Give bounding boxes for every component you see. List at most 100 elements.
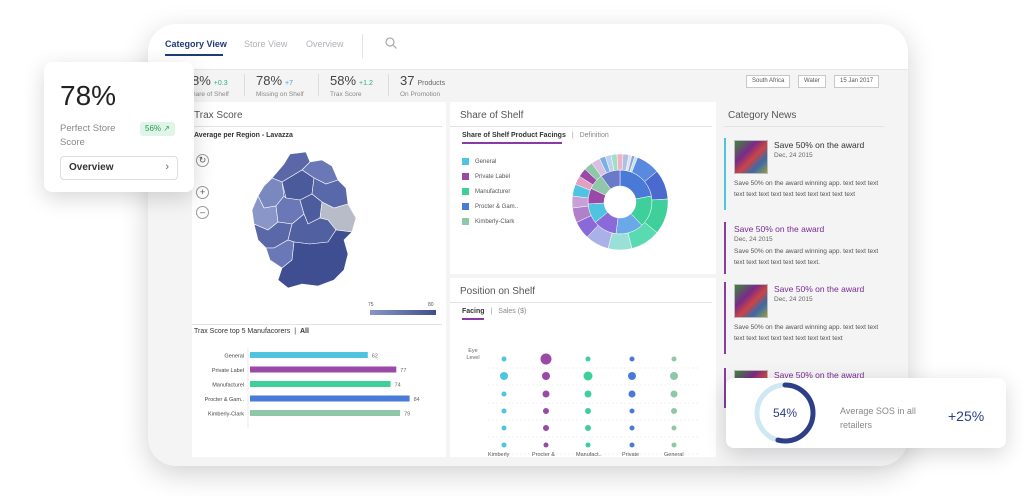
legend-swatch (462, 158, 469, 165)
position-dot[interactable] (629, 356, 635, 362)
bar[interactable] (250, 352, 368, 358)
legend-swatch (462, 203, 469, 210)
position-dot[interactable] (628, 390, 636, 398)
news-accent-bar (724, 222, 726, 274)
news-title[interactable]: Save 50% on the award (734, 224, 825, 234)
column-label: General (664, 452, 684, 458)
legend-private-label: Private Label (462, 173, 510, 182)
bar[interactable] (250, 381, 391, 387)
news-date: Dec, 24 2015 (774, 152, 813, 159)
position-dot[interactable] (501, 425, 507, 431)
position-dot[interactable] (501, 442, 507, 448)
sunburst-segment[interactable] (629, 156, 638, 173)
news-thumbnail (734, 140, 768, 174)
share-sunburst-chart[interactable] (570, 150, 670, 254)
trax-score-title: Trax Score (194, 110, 243, 121)
position-dot[interactable] (540, 353, 552, 365)
zoom-out-button[interactable]: – (196, 206, 209, 219)
kpi-divider (388, 74, 389, 96)
divider (724, 126, 884, 127)
position-dot[interactable] (543, 425, 549, 431)
tab-store-view[interactable]: Store View (244, 39, 288, 49)
news-item[interactable]: Save 50% on the award Dec, 24 2015 Save … (724, 282, 882, 354)
news-title[interactable]: Save 50% on the award (774, 140, 865, 150)
position-dot[interactable] (670, 390, 678, 398)
tab-product-facings[interactable]: Share of Shelf Product Facings (462, 132, 566, 139)
position-dot[interactable] (584, 390, 592, 398)
position-dot[interactable] (671, 425, 677, 431)
news-thumbnail (734, 284, 768, 318)
news-date: Dec, 24 2015 (774, 296, 813, 303)
legend-general: General (462, 158, 496, 167)
tab-sales[interactable]: Sales ($) (498, 308, 527, 315)
sos-donut: 54% (754, 382, 816, 444)
manufacturers-bar-chart: General 62 Private Label 77 Manufacturel 74 Pr… (205, 348, 420, 428)
news-accent-bar (724, 138, 726, 210)
news-accent-bar (724, 282, 726, 354)
column-label: Procter & (532, 452, 555, 458)
position-dot[interactable] (671, 408, 677, 414)
position-dot[interactable] (543, 408, 549, 414)
kpi-value: 78% (256, 73, 283, 88)
tab-facing[interactable]: Facing (462, 308, 485, 315)
news-item[interactable]: Save 50% on the award Dec, 24 2015 Save … (724, 222, 882, 274)
position-dot[interactable] (628, 372, 636, 380)
tab-definition[interactable]: Definition (579, 132, 609, 139)
position-dot[interactable] (629, 408, 635, 414)
position-dot[interactable] (543, 442, 549, 448)
position-dot[interactable] (542, 390, 550, 398)
overview-button[interactable]: Overview › (60, 156, 178, 180)
kpi-label: Missing on Shelf (256, 91, 304, 98)
reset-map-button[interactable]: ↻ (196, 154, 209, 167)
position-dot[interactable] (583, 371, 593, 381)
position-dot[interactable] (671, 442, 677, 448)
position-dot[interactable] (585, 408, 591, 414)
position-dot[interactable] (501, 391, 507, 397)
perfect-store-label: Perfect Store Score (60, 123, 116, 148)
position-dot[interactable] (500, 372, 508, 380)
zoom-in-button[interactable]: + (196, 186, 209, 199)
trax-map-subtitle: Average per Region - Lavazza (194, 132, 293, 139)
position-dot[interactable] (585, 356, 591, 362)
news-title[interactable]: Save 50% on the award (774, 284, 865, 294)
search-icon[interactable] (384, 36, 398, 50)
position-dot[interactable] (501, 356, 507, 362)
news-item[interactable]: Save 50% on the award Dec, 24 2015 Save … (724, 138, 882, 210)
divider (192, 126, 442, 127)
position-dot[interactable] (629, 442, 635, 448)
bar-category-label: General (224, 354, 244, 360)
position-dot[interactable] (629, 425, 635, 431)
kpi-label: On Promotion (400, 91, 441, 98)
kpi-value: 58% (330, 73, 357, 88)
tab-category-view[interactable]: Category View (165, 39, 227, 49)
kpi-trax-score: 58% +1.2 Trax Score (330, 72, 373, 98)
bar[interactable] (250, 366, 397, 373)
germany-region-map[interactable] (248, 148, 360, 290)
filter-date[interactable]: 15 Jan 2017 (834, 75, 880, 88)
kpi-label: Trax Score (330, 91, 362, 98)
position-dot[interactable] (542, 372, 550, 380)
news-text: Save 50% on the award winning app. text … (734, 180, 879, 198)
sos-label: Average SOS in all retailers (840, 406, 916, 430)
position-dot[interactable] (671, 356, 677, 362)
position-dot[interactable] (585, 442, 591, 448)
legend-label: General (475, 159, 497, 166)
filter-country[interactable]: South Africa (746, 75, 791, 88)
legend-label: Procter & Gam.. (475, 204, 519, 211)
tab-overview[interactable]: Overview (306, 39, 344, 49)
filter-category[interactable]: Water (798, 75, 826, 88)
news-title[interactable]: Save 50% on the award (774, 370, 865, 380)
divider (450, 302, 712, 303)
position-dot[interactable] (585, 425, 591, 431)
kpi-value: 8% (192, 73, 211, 88)
sos-percent: 54% (773, 406, 797, 420)
bar[interactable] (250, 410, 401, 416)
bar-category-label: Kimberly-Clark (208, 412, 244, 418)
position-dot[interactable] (670, 372, 678, 380)
bar-category-label: Procter & Gam.. (205, 397, 245, 403)
bar[interactable] (250, 395, 410, 402)
position-dot[interactable] (501, 408, 507, 414)
show-all-link[interactable]: All (299, 328, 309, 335)
kpi-value: 37 (400, 73, 415, 88)
kpi-label: hare of Shelf (192, 91, 229, 98)
